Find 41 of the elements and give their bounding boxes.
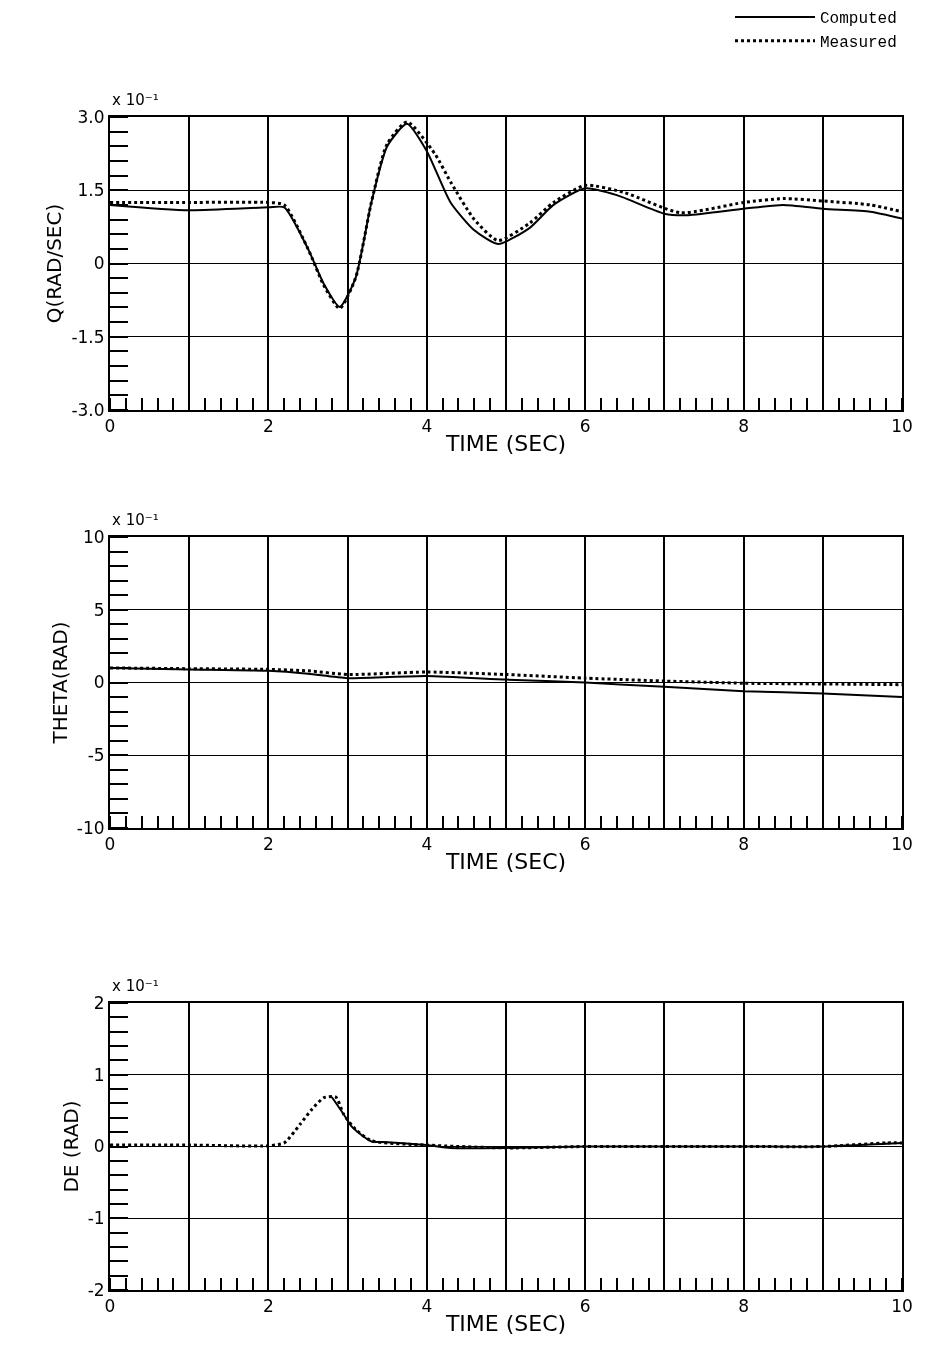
y-tick-label: 1.5 <box>77 180 105 201</box>
text: x 10⁻¹ <box>112 977 159 995</box>
y-tick-label: 10 <box>82 526 105 547</box>
y-tick-label: 1 <box>93 1064 105 1085</box>
y-tick-label: -3.0 <box>71 399 105 420</box>
x-tick-label: 2 <box>262 416 274 437</box>
y-tick-label: -1.5 <box>71 326 105 347</box>
x-tick-label: 6 <box>579 1296 591 1317</box>
x-tick-label: 4 <box>421 1296 433 1317</box>
text: x 10⁻¹ <box>112 91 159 109</box>
x-axis-title: TIME (SEC) <box>444 848 567 874</box>
x-tick-label: 10 <box>891 834 913 855</box>
y-axis-title: DE (RAD) <box>58 1100 83 1193</box>
x-tick-label: 6 <box>579 834 591 855</box>
y-tick-label: 5 <box>93 599 105 620</box>
x-tick-label: 6 <box>579 416 591 437</box>
legend-label: Measured <box>820 33 897 52</box>
x-tick-label: 8 <box>738 416 750 437</box>
y-tick-label: -5 <box>87 745 105 766</box>
x-tick-label: 4 <box>421 834 433 855</box>
y-tick-label: 0 <box>93 253 105 274</box>
x-tick-label: 8 <box>738 1296 750 1317</box>
x-tick-label: 2 <box>262 834 274 855</box>
x-tick-label: 10 <box>891 416 913 437</box>
y-tick-label: 2 <box>93 992 105 1013</box>
x-axis-title: TIME (SEC) <box>444 1310 567 1336</box>
y-tick-label: 3.0 <box>77 106 105 127</box>
x-tick-label: 4 <box>421 416 433 437</box>
y-axis-title: Q(RAD/SEC) <box>42 203 67 324</box>
y-tick-label: -1 <box>87 1208 105 1229</box>
y-axis-title: THETA(RAD) <box>47 621 72 745</box>
y-tick-label: -2 <box>87 1279 105 1300</box>
text: x 10⁻¹ <box>112 511 159 529</box>
x-tick-label: 8 <box>738 834 750 855</box>
x-axis-title: TIME (SEC) <box>444 430 567 456</box>
y-tick-label: -10 <box>76 817 105 838</box>
y-tick-label: 0 <box>93 672 105 693</box>
legend-label: Computed <box>820 10 897 29</box>
x-tick-label: 10 <box>891 1296 913 1317</box>
x-tick-label: 2 <box>262 1296 274 1317</box>
y-tick-label: 0 <box>93 1136 105 1157</box>
